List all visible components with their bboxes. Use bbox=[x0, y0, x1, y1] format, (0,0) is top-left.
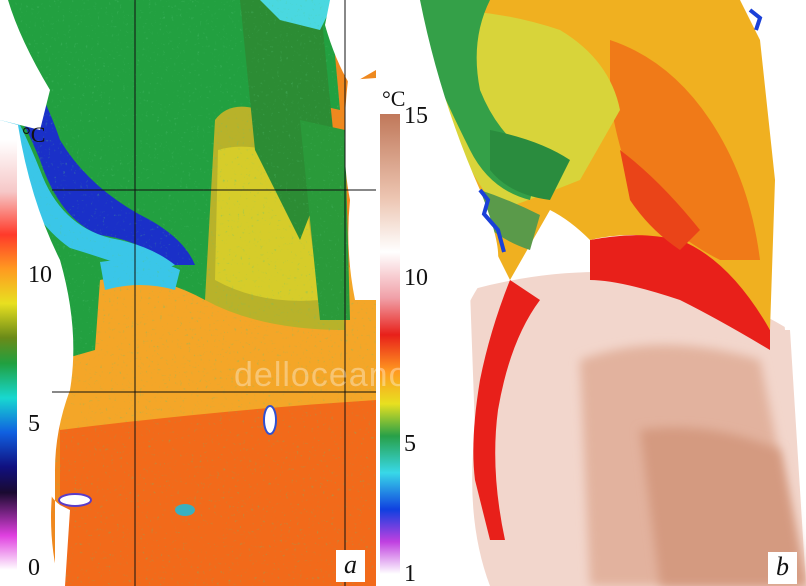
colorbar-b bbox=[380, 114, 400, 574]
colorbar-a-unit: °C bbox=[22, 122, 46, 147]
sst-map-panel-b: °C 15 10 5 1 b bbox=[380, 0, 806, 586]
colorbar-a-tick-0: 0 bbox=[28, 555, 40, 581]
panel-label-b: b bbox=[768, 552, 797, 584]
sst-map-a bbox=[0, 0, 376, 586]
colorbar-b-tick-5: 5 bbox=[404, 431, 416, 457]
panel-label-a: a bbox=[336, 550, 365, 582]
colorbar-b-tick-1: 1 bbox=[404, 561, 416, 586]
colorbar-a bbox=[0, 140, 17, 570]
colorbar-b-tick-15: 15 bbox=[404, 103, 428, 129]
watermark: delloceano bbox=[234, 356, 409, 394]
sst-map-b bbox=[380, 0, 806, 586]
colorbar-b-unit: °C bbox=[382, 86, 406, 111]
colorbar-a-tick-10: 10 bbox=[28, 262, 52, 288]
colorbar-a-tick-5: 5 bbox=[28, 411, 40, 437]
sst-map-panel-a: °C 10 5 0 a bbox=[0, 0, 376, 586]
colorbar-b-tick-10: 10 bbox=[404, 265, 428, 291]
